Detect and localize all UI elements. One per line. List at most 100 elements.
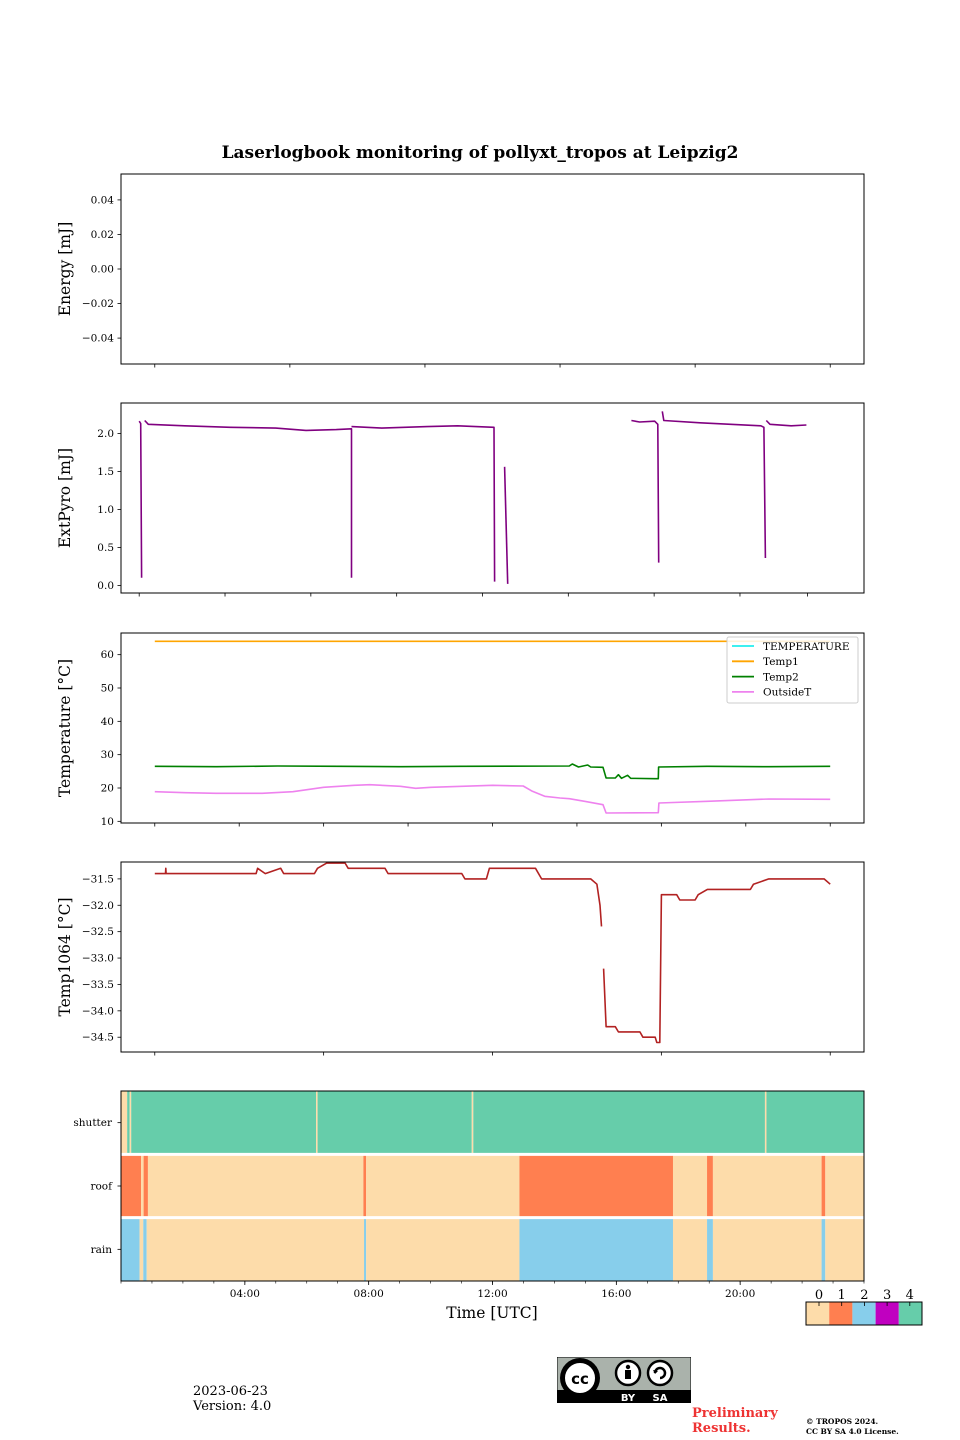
y-tick-label: 0.02 bbox=[91, 229, 114, 241]
status-cell-rain bbox=[139, 1217, 144, 1281]
series-line-extpyro bbox=[765, 419, 807, 427]
status-cell-rain bbox=[672, 1217, 708, 1281]
y-tick-label: −32.0 bbox=[82, 900, 114, 912]
x-tick-label: 16:00 bbox=[601, 1288, 631, 1300]
legend-label-outsidet: OutsideT bbox=[763, 687, 811, 699]
series-line-temp1064 bbox=[154, 862, 603, 927]
colorbar-tick-label: 0 bbox=[815, 1288, 823, 1303]
y-tick-label: −33.5 bbox=[82, 979, 114, 991]
colorbar-swatch-2 bbox=[852, 1302, 876, 1325]
axes-frame bbox=[120, 402, 865, 594]
series-line-extpyro bbox=[661, 411, 767, 559]
y-tick-label: 0.5 bbox=[97, 542, 114, 554]
y-tick-label: 1.5 bbox=[97, 466, 114, 478]
y-tick-label: −0.02 bbox=[82, 298, 114, 310]
panel-status: shutter roof rain 04:00 08:00 12:00 16:00 20:00… bbox=[73, 1090, 923, 1326]
status-cell-roof bbox=[121, 1154, 142, 1218]
status-cell-rain bbox=[707, 1217, 713, 1281]
svg-text:BY: BY bbox=[621, 1393, 636, 1403]
y-tick-label: 10 bbox=[101, 816, 114, 828]
x-tick-label: 04:00 bbox=[230, 1288, 260, 1300]
y-tick-label: 0.00 bbox=[91, 264, 114, 276]
status-cell-roof bbox=[363, 1154, 367, 1218]
status-cell-roof bbox=[712, 1154, 822, 1218]
x-tick-label: 20:00 bbox=[725, 1288, 755, 1300]
svg-text:cc: cc bbox=[571, 1370, 589, 1388]
cc-by-sa-icon: cc BY SA bbox=[556, 1356, 692, 1404]
status-row-shutter: shutter bbox=[73, 1091, 864, 1155]
status-cell-roof bbox=[147, 1154, 364, 1218]
row-label-rain: rain bbox=[91, 1244, 113, 1256]
panel-energy: −0.04 −0.02 0.00 0.02 0.04 Energy [mJ] bbox=[56, 173, 865, 368]
status-cell-roof bbox=[519, 1154, 673, 1218]
status-cell-shutter bbox=[121, 1091, 128, 1155]
y-tick-label: 50 bbox=[101, 683, 114, 695]
status-cell-shutter bbox=[766, 1091, 864, 1155]
axes-frame bbox=[120, 861, 865, 1053]
series-line-extpyro bbox=[138, 420, 143, 578]
legend-label-temperature: TEMPERATURE bbox=[763, 641, 850, 653]
footer-date: 2023-06-23 bbox=[193, 1384, 268, 1399]
series-line-outsidet bbox=[154, 783, 831, 814]
series-line-extpyro bbox=[503, 466, 509, 584]
status-cell-shutter bbox=[764, 1091, 767, 1155]
panel-extpyro: 0.0 0.5 1.0 1.5 2.0 ExtPyro [mJ] bbox=[56, 402, 865, 597]
y-tick-label: 0.04 bbox=[91, 194, 115, 206]
series-line-extpyro bbox=[351, 425, 496, 582]
status-cell-rain bbox=[712, 1217, 822, 1281]
footer-version: Version: 4.0 bbox=[193, 1399, 272, 1414]
y-axis-label: Temperature [°C] bbox=[56, 659, 74, 797]
colorbar-tick-label: 3 bbox=[883, 1288, 891, 1303]
x-tick-label: 08:00 bbox=[354, 1288, 384, 1300]
y-tick-label: −34.5 bbox=[82, 1032, 114, 1044]
y-tick-label: 40 bbox=[101, 716, 114, 728]
status-cell-rain bbox=[146, 1217, 365, 1281]
y-tick-label: 20 bbox=[101, 783, 114, 795]
colorbar-swatch-3 bbox=[875, 1302, 899, 1325]
series-line-temp1064 bbox=[602, 878, 831, 1044]
y-tick-label: 1.0 bbox=[97, 504, 114, 516]
y-axis-label: ExtPyro [mJ] bbox=[56, 448, 74, 548]
colorbar-tick-label: 4 bbox=[906, 1288, 914, 1303]
status-cell-rain bbox=[366, 1217, 520, 1281]
copyright-line-1: © TROPOS 2024. bbox=[806, 1417, 879, 1426]
axes-frame bbox=[120, 173, 865, 365]
row-label-roof: roof bbox=[90, 1181, 113, 1193]
status-cell-rain bbox=[821, 1217, 826, 1281]
status-cell-shutter bbox=[317, 1091, 472, 1155]
status-cell-roof bbox=[707, 1154, 713, 1218]
x-axis-label: Time [UTC] bbox=[446, 1304, 537, 1322]
status-cell-roof bbox=[821, 1154, 826, 1218]
status-cell-shutter bbox=[131, 1091, 317, 1155]
status-row-rain: rain bbox=[91, 1216, 864, 1281]
status-cell-rain bbox=[143, 1217, 147, 1281]
colorbar-tick-label: 1 bbox=[838, 1288, 846, 1303]
status-cell-shutter bbox=[473, 1091, 765, 1155]
y-tick-label: −34.0 bbox=[82, 1005, 114, 1017]
preliminary-line-2: Results. bbox=[692, 1421, 751, 1436]
figure-title: Laserlogbook monitoring of pollyxt_tropo… bbox=[222, 143, 739, 163]
status-cell-roof bbox=[825, 1154, 864, 1218]
y-tick-label: 60 bbox=[101, 649, 114, 661]
panels: −0.04 −0.02 0.00 0.02 0.04 Energy [mJ] 0.0 0.5 1… bbox=[56, 173, 923, 1326]
status-cell-roof bbox=[366, 1154, 520, 1218]
colorbar-swatch-4 bbox=[898, 1302, 922, 1325]
series-line-temp2 bbox=[154, 763, 831, 780]
status-cell-roof bbox=[672, 1154, 708, 1218]
preliminary-results-note: Preliminary Results. bbox=[692, 1406, 792, 1436]
y-axis-label: Energy [mJ] bbox=[56, 222, 74, 317]
y-tick-label: −33.0 bbox=[82, 953, 114, 965]
svg-text:SA: SA bbox=[653, 1393, 668, 1403]
status-cell-shutter bbox=[316, 1091, 318, 1155]
panel-temp1064: −34.5 −34.0 −33.5 −33.0 −32.5 −32.0 −31.5 Temp1… bbox=[56, 861, 865, 1056]
legend-label-temp1: Temp1 bbox=[763, 656, 799, 668]
y-tick-label: −0.04 bbox=[82, 333, 114, 345]
copyright-line-2: CC BY SA 4.0 License. bbox=[806, 1427, 899, 1436]
y-tick-label: −32.5 bbox=[82, 926, 114, 938]
status-cell-shutter bbox=[471, 1091, 474, 1155]
colorbar-swatch-0 bbox=[806, 1302, 830, 1325]
status-cell-rain bbox=[519, 1217, 673, 1281]
